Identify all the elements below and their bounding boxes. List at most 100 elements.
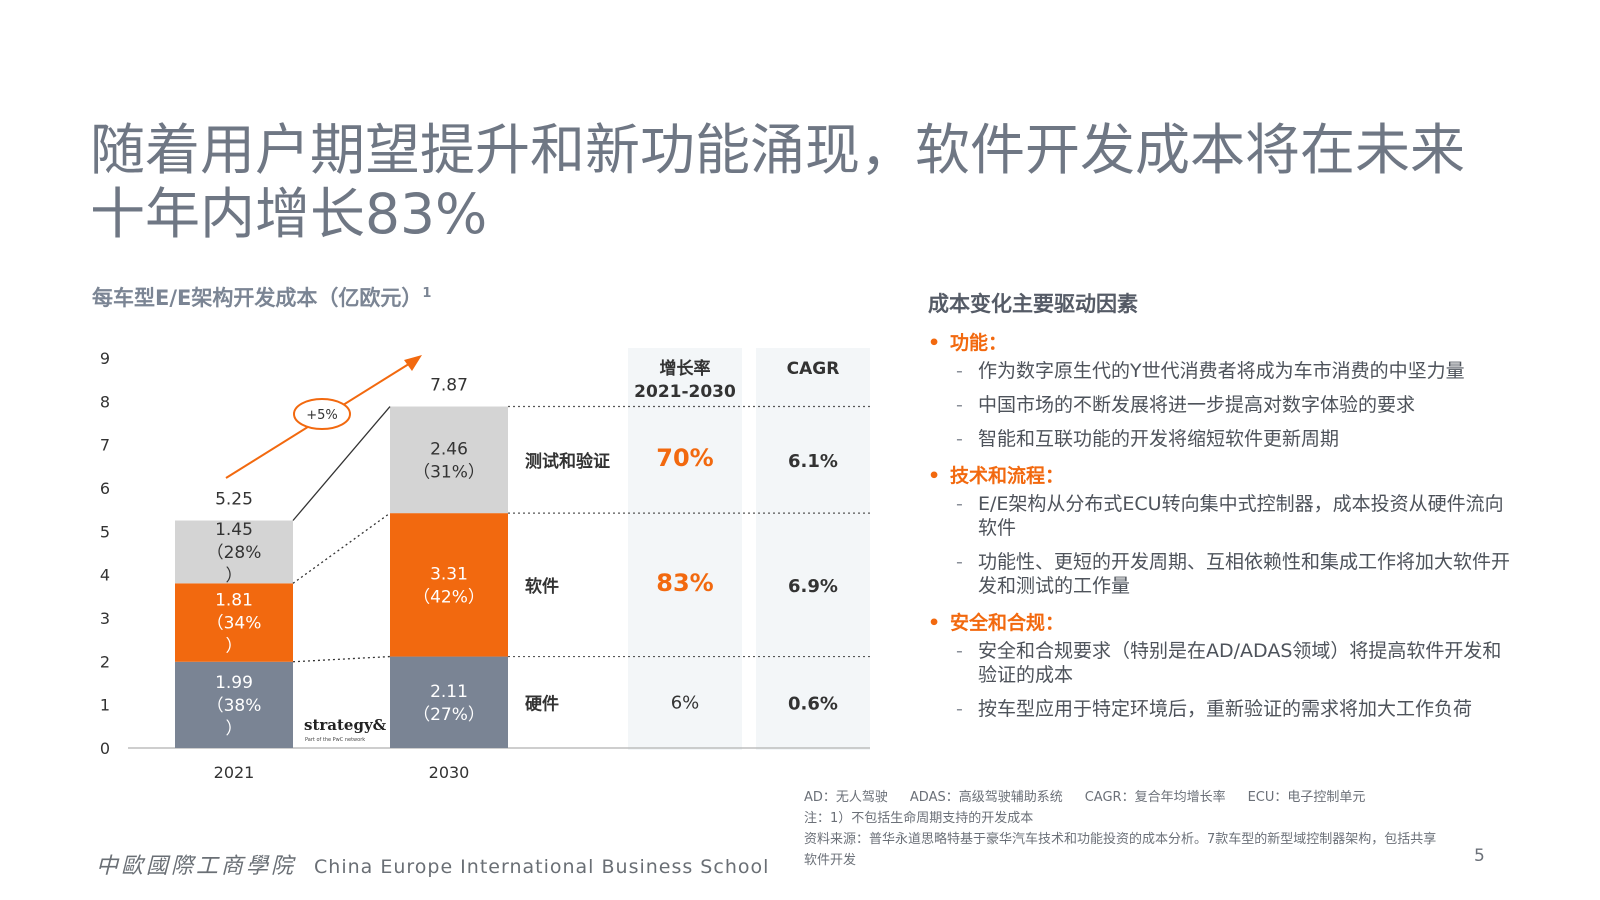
data-label: 1.99 <box>215 673 253 693</box>
connector-line-mid <box>292 512 391 584</box>
data-label: 1.45 <box>215 520 253 540</box>
driver-item: - 功能性、更短的开发周期、互相依赖性和集成工作将加大软件开发和测试的工作量 <box>928 550 1518 598</box>
page-number: 5 <box>1474 846 1485 866</box>
chart-title-text: 每车型E/E架构开发成本（亿欧元） <box>92 286 423 310</box>
abbreviation: AD：无人驾驶 <box>804 790 888 805</box>
cagr-value: 6.9% <box>788 576 838 597</box>
cagr-value: 0.6% <box>788 693 838 714</box>
y-tick-label: 6 <box>100 479 110 498</box>
y-tick-label: 4 <box>100 566 110 585</box>
bar-segment-硬件 <box>175 661 293 748</box>
bar-segment-软件 <box>390 513 508 657</box>
y-tick-label: 1 <box>100 696 110 715</box>
bar-segment-测试和验证 <box>390 406 508 514</box>
data-label: ） <box>226 719 243 739</box>
data-label: （38% <box>207 696 262 716</box>
school-logo-en: China Europe International Business Scho… <box>314 856 770 878</box>
driver-section-label: 安全和合规： <box>950 612 1065 634</box>
growth-value: 83% <box>656 569 713 597</box>
page-title: 随着用户期望提升和新功能涌现，软件开发成本将在未来十年内增长83% <box>90 118 1466 246</box>
dash-icon: - <box>956 360 963 382</box>
chart-title-footnote-mark: 1 <box>422 286 432 301</box>
bar-segment-测试和验证 <box>175 520 293 584</box>
data-label: （27%） <box>413 705 485 725</box>
total-label: 7.87 <box>430 376 468 396</box>
driver-sections: • 功能： - 作为数字原生代的Y世代消费者将成为车市消费的中坚力量 - 中国市场的不断发… <box>928 328 1518 721</box>
y-tick-label: 9 <box>100 349 110 368</box>
bullet-icon: • <box>928 332 941 354</box>
total-label: 5.25 <box>215 490 253 510</box>
row-name: 硬件 <box>525 693 559 714</box>
row-name: 软件 <box>525 576 559 597</box>
driver-item: - 作为数字原生代的Y世代消费者将成为车市消费的中坚力量 <box>928 359 1518 383</box>
y-tick-label: 2 <box>100 652 110 671</box>
bullet-icon: • <box>928 465 941 487</box>
notes: AD：无人驾驶 ADAS：高级驾驶辅助系统 CAGR：复合年均增长率 ECU：电子控制… <box>804 787 1444 871</box>
y-tick-label: 3 <box>100 609 110 628</box>
data-label: ） <box>226 566 243 586</box>
drivers-heading: 成本变化主要驱动因素 <box>928 292 1138 316</box>
dash-icon: - <box>956 428 963 450</box>
growth-header-period: 2021-2030 <box>634 382 736 402</box>
driver-item-text: 智能和互联功能的开发将缩短软件更新周期 <box>978 428 1340 450</box>
abbreviation: CAGR：复合年均增长率 <box>1084 790 1226 805</box>
driver-item-text: 作为数字原生代的Y世代消费者将成为车市消费的中坚力量 <box>978 360 1465 382</box>
cost-drivers-panel: 成本变化主要驱动因素 • 功能： - 作为数字原生代的Y世代消费者将成为车市消费的中坚… <box>928 288 1518 731</box>
cagr-value: 6.1% <box>788 451 838 472</box>
data-label: （31%） <box>413 462 485 482</box>
cagr-column-bg <box>756 348 870 750</box>
footnote: 注：1）不包括生命周期支持的开发成本 <box>804 811 1034 826</box>
data-label: 2.11 <box>430 682 468 702</box>
school-logo-cn: 中歐國際工商學院 <box>96 854 297 879</box>
dash-icon: - <box>956 551 963 573</box>
abbreviation: ADAS：高级驾驶辅助系统 <box>909 790 1063 805</box>
growth-column-bg <box>628 348 742 750</box>
bar-segment-软件 <box>175 583 293 662</box>
dash-icon: - <box>956 394 963 416</box>
bullet-icon: • <box>928 612 941 634</box>
driver-item: - 智能和互联功能的开发将缩短软件更新周期 <box>928 427 1518 451</box>
bar-segment-硬件 <box>390 656 508 748</box>
school-logo: 中歐國際工商學院 China Europe International Busi… <box>96 848 769 880</box>
growth-header: 增长率 <box>660 358 711 379</box>
driver-section-label: 功能： <box>950 332 1008 354</box>
driver-section-0: • 功能： <box>928 328 1518 355</box>
growth-value: 6% <box>671 692 700 713</box>
driver-item-text: 安全和合规要求（特别是在AD/ADAS领域）将提高软件开发和验证的成本 <box>978 640 1502 686</box>
y-tick-label: 0 <box>100 739 110 758</box>
data-label: ） <box>226 637 243 657</box>
driver-item: - 按车型应用于特定环境后，重新验证的需求将加大工作负荷 <box>928 697 1518 721</box>
driver-item-text: E/E架构从分布式ECU转向集中式控制器，成本投资从硬件流向软件 <box>978 493 1504 539</box>
data-label: （34% <box>207 614 262 634</box>
driver-item-text: 功能性、更短的开发周期、互相依赖性和集成工作将加大软件开发和测试的工作量 <box>978 551 1511 597</box>
growth-badge-text: +5% <box>306 408 338 423</box>
dash-icon: - <box>956 698 963 720</box>
driver-section-label: 技术和流程： <box>950 465 1065 487</box>
dash-icon: - <box>956 640 963 662</box>
abbreviation: ECU：电子控制单元 <box>1247 790 1366 805</box>
y-tick-label: 8 <box>100 392 110 411</box>
driver-item: - E/E架构从分布式ECU转向集中式控制器，成本投资从硬件流向软件 <box>928 492 1518 540</box>
driver-section-1: • 技术和流程： <box>928 461 1518 488</box>
data-label: 3.31 <box>430 564 468 584</box>
driver-item-text: 中国市场的不断发展将进一步提高对数字体验的要求 <box>978 394 1416 416</box>
data-label: 1.81 <box>215 591 253 611</box>
chart-title: 每车型E/E架构开发成本（亿欧元）1 <box>92 282 431 312</box>
connector-line-bottom <box>292 655 391 663</box>
x-tick-label: 2021 <box>214 763 255 782</box>
y-tick-label: 7 <box>100 436 110 455</box>
data-label: （42%） <box>413 587 485 607</box>
driver-item: - 安全和合规要求（特别是在AD/ADAS领域）将提高软件开发和验证的成本 <box>928 639 1518 687</box>
y-tick-label: 5 <box>100 522 110 541</box>
data-label: 2.46 <box>430 439 468 459</box>
source-note: 资料来源：普华永道思略特基于豪华汽车技术和功能投资的成本分析。7款车型的新型域控… <box>804 832 1437 868</box>
connector-line-top <box>292 406 391 521</box>
row-name: 测试和验证 <box>525 451 610 472</box>
growth-arrowhead-icon <box>404 355 422 371</box>
strategy-watermark-sub: Part of the PwC network <box>305 737 365 743</box>
data-label: （28% <box>207 543 262 563</box>
driver-section-2: • 安全和合规： <box>928 608 1518 635</box>
x-tick-label: 2030 <box>429 763 470 782</box>
driver-item-text: 按车型应用于特定环境后，重新验证的需求将加大工作负荷 <box>978 698 1473 720</box>
